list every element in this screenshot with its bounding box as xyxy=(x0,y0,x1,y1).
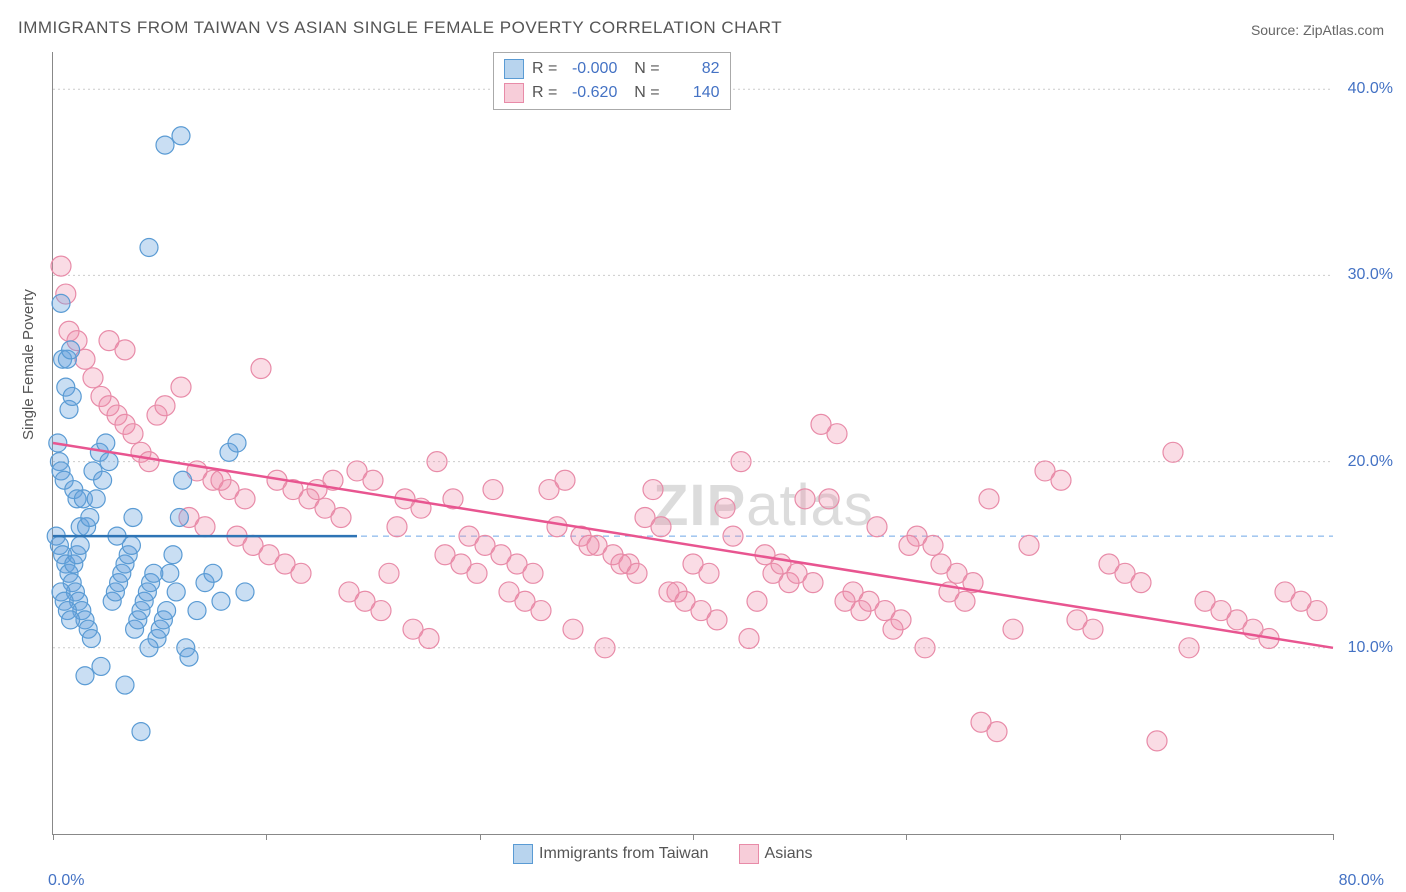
bottom-legend: Immigrants from Taiwan Asians xyxy=(513,844,813,864)
y-tick-label: 20.0% xyxy=(1348,453,1393,471)
legend-item-0: Immigrants from Taiwan xyxy=(513,844,709,864)
x-tick-mark xyxy=(480,834,481,840)
stats-row-1: R = -0.620 N = 140 xyxy=(504,81,720,105)
stat-n-value: 140 xyxy=(668,84,720,102)
x-tick-mark xyxy=(266,834,267,840)
x-tick-min: 0.0% xyxy=(48,872,84,890)
plot-area: ZIPatlas R = -0.000 N = 82 R = -0.620 N … xyxy=(52,52,1333,835)
x-tick-mark xyxy=(1120,834,1121,840)
legend-item-1: Asians xyxy=(739,844,813,864)
y-tick-label: 30.0% xyxy=(1348,266,1393,284)
chart-title: IMMIGRANTS FROM TAIWAN VS ASIAN SINGLE F… xyxy=(18,18,782,38)
stat-label: N = xyxy=(625,84,659,102)
stat-r-value: -0.000 xyxy=(565,60,617,78)
x-tick-mark xyxy=(906,834,907,840)
stat-n-value: 82 xyxy=(668,60,720,78)
y-axis-label: Single Female Poverty xyxy=(20,289,37,440)
stat-label: R = xyxy=(532,60,557,78)
stat-r-value: -0.620 xyxy=(565,84,617,102)
stat-label: N = xyxy=(625,60,659,78)
source-label: Source: ZipAtlas.com xyxy=(1251,22,1384,38)
stat-label: R = xyxy=(532,84,557,102)
y-tick-label: 40.0% xyxy=(1348,80,1393,98)
swatch-icon xyxy=(513,844,533,864)
x-tick-mark xyxy=(1333,834,1334,840)
x-tick-mark xyxy=(693,834,694,840)
x-tick-max: 80.0% xyxy=(1339,872,1384,890)
y-tick-label: 10.0% xyxy=(1348,639,1393,657)
stats-row-0: R = -0.000 N = 82 xyxy=(504,57,720,81)
swatch-icon xyxy=(739,844,759,864)
swatch-icon xyxy=(504,59,524,79)
swatch-icon xyxy=(504,83,524,103)
scatter-svg xyxy=(53,52,1333,834)
x-tick-mark xyxy=(53,834,54,840)
stats-legend: R = -0.000 N = 82 R = -0.620 N = 140 xyxy=(493,52,731,110)
